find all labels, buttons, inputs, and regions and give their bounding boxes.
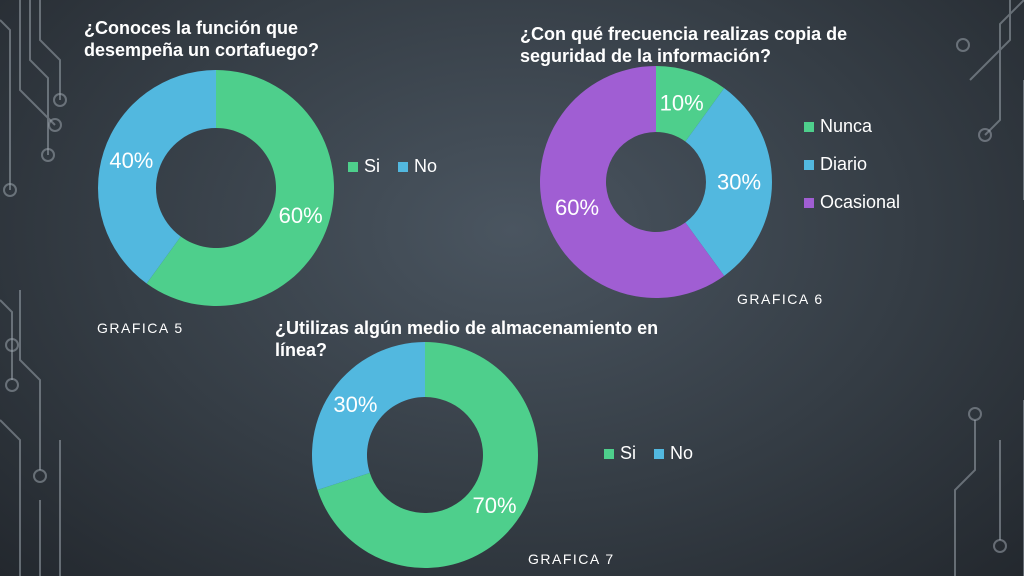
chart-title-1: ¿Conoces la función que desempeña un cor… [84, 18, 320, 60]
data-label-nunca: 10% [660, 91, 704, 116]
data-label-no: 30% [333, 392, 377, 417]
data-label-ocasional: 60% [555, 195, 599, 220]
slice-no [312, 342, 425, 490]
legend-label: No [414, 156, 438, 176]
data-label-si: 70% [473, 493, 517, 518]
legend-label: Si [620, 443, 637, 463]
slice-nunca [656, 66, 725, 142]
legend-label: Ocasional [820, 192, 901, 212]
legend-swatch [604, 448, 614, 459]
legend-1: Si No [348, 156, 437, 177]
data-label-si: 60% [279, 203, 323, 228]
legend-swatch [654, 448, 665, 459]
data-label-no: 40% [109, 148, 153, 173]
legend-item-ocasional: Ocasional [804, 192, 900, 213]
data-label-diario: 30% [717, 170, 761, 195]
slice-ocasional [540, 66, 725, 298]
slice-si [146, 70, 334, 306]
donut-chart-3: 70% 30% [312, 342, 538, 568]
slice-no [98, 70, 216, 284]
legend-swatch [804, 197, 814, 208]
donut-chart-1: 60% 40% [98, 70, 334, 306]
legend-3: Si No [604, 443, 693, 464]
chart-caption-2: GRAFICA 6 [737, 291, 824, 307]
slice-diario [685, 88, 772, 276]
legend-swatch [804, 121, 814, 132]
legend-label: Si [364, 156, 381, 176]
legend-item-si: Si [604, 443, 636, 464]
legend-swatch [804, 159, 814, 170]
legend-label: Nunca [820, 116, 873, 136]
legend-item-no: No [398, 156, 437, 177]
legend-item-diario: Diario [804, 154, 900, 175]
legend-item-nunca: Nunca [804, 116, 900, 137]
chart-title-2: ¿Con qué frecuencia realizas copia de se… [520, 24, 848, 66]
slice-si [317, 342, 538, 568]
legend-label: No [670, 443, 694, 463]
chart-caption-1: GRAFICA 5 [97, 320, 184, 336]
legend-item-no: No [654, 443, 693, 464]
chart-title-3: ¿Utilizas algún medio de almacenamiento … [275, 318, 659, 360]
chart-caption-3: GRAFICA 7 [528, 551, 615, 567]
legend-label: Diario [820, 154, 868, 174]
legend-swatch [398, 161, 409, 172]
legend-2: Nunca Diario Ocasional [804, 116, 900, 230]
legend-swatch [348, 161, 358, 172]
legend-item-si: Si [348, 156, 380, 177]
donut-chart-2: 10% 30% 60% [540, 66, 772, 298]
